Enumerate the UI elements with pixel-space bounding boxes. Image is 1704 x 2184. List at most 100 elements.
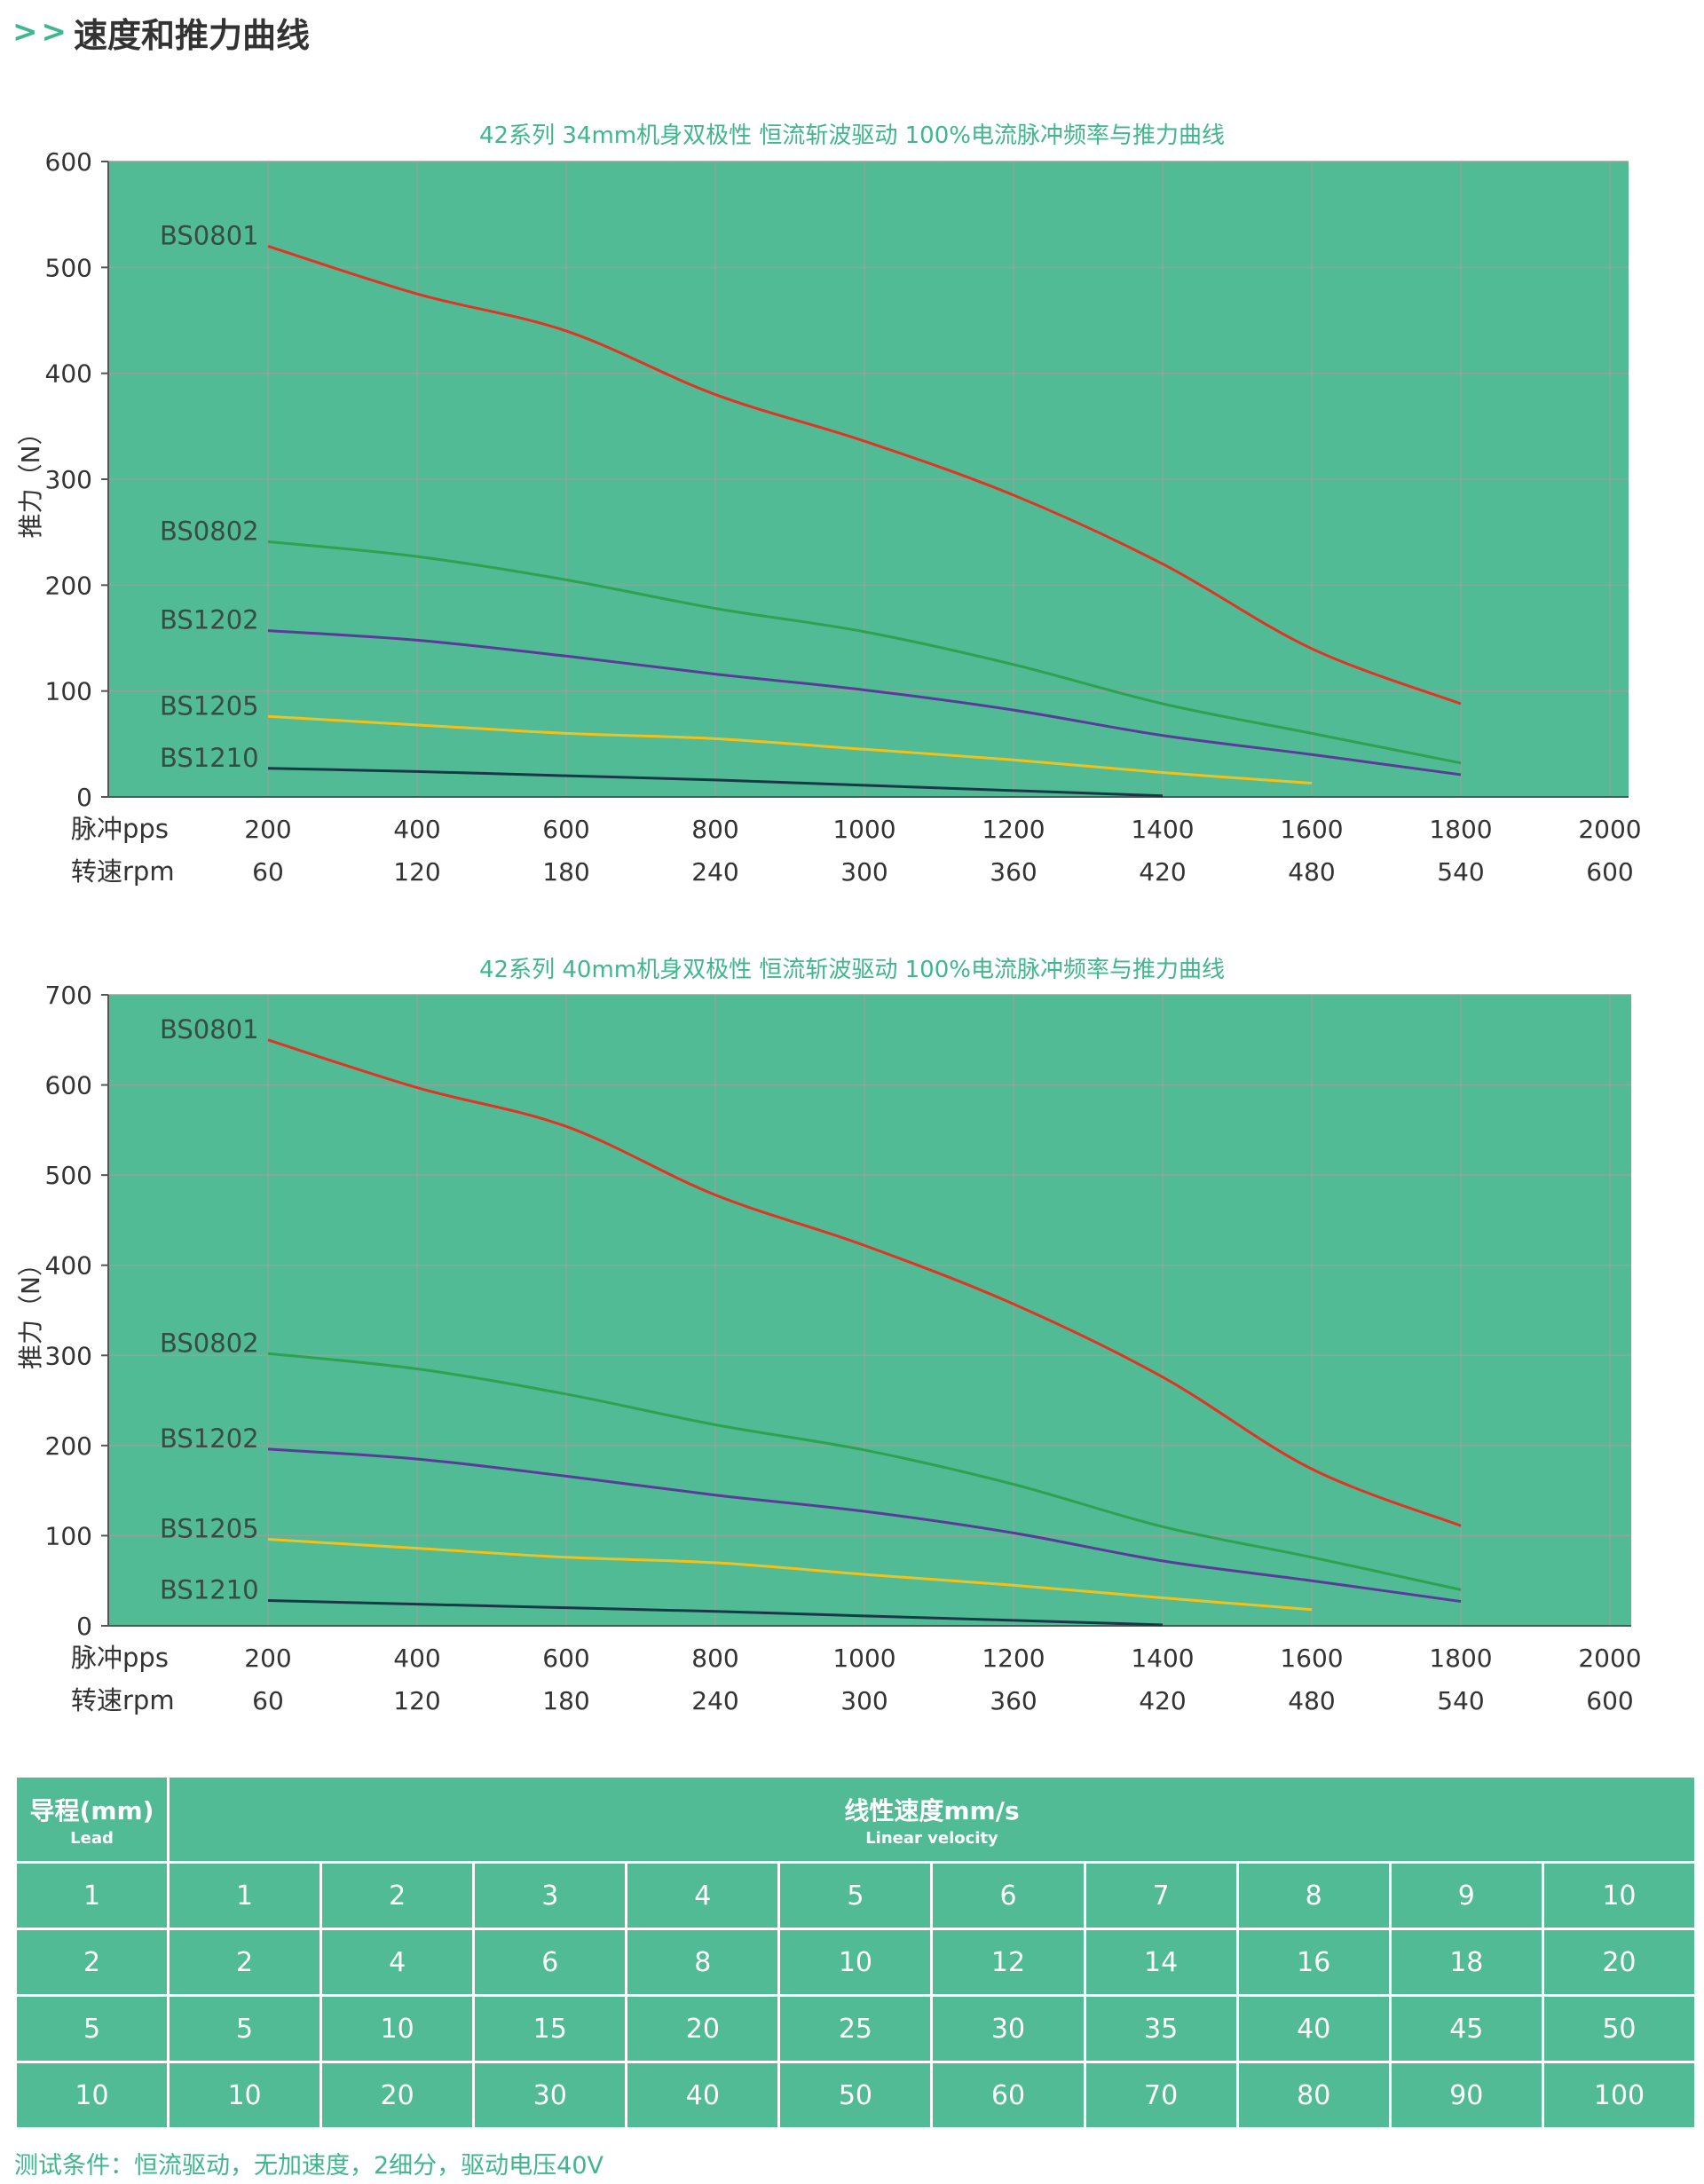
velocity-cell: 90: [1388, 2061, 1544, 2130]
velocity-cell: 5: [777, 1861, 934, 1930]
series-line-bs1205: [267, 1537, 1313, 1612]
y-tick-label: 600: [45, 147, 92, 177]
y-tick-label: 500: [45, 253, 92, 282]
x-tick-label: 1400: [1131, 1644, 1194, 1673]
series-label: BS0802: [160, 1328, 259, 1358]
velocity-cell: 16: [1235, 1928, 1392, 1997]
velocity-cell: 14: [1083, 1928, 1239, 1997]
speed-header: 线性速度mm/s Linear velocity: [167, 1775, 1697, 1864]
series-line-bs0802: [267, 1352, 1462, 1591]
x-axis-label: 脉冲pps: [71, 814, 169, 844]
x2-tick-label: 420: [1139, 857, 1186, 887]
series-line-bs1202: [267, 629, 1462, 777]
velocity-cell: 10: [166, 2061, 323, 2130]
velocity-cell: 6: [930, 1861, 1086, 1930]
y-tick-label: 400: [45, 359, 92, 389]
x-tick-label: 400: [393, 1644, 440, 1673]
velocity-cell: 7: [1083, 1861, 1239, 1930]
velocity-cell: 9: [1388, 1861, 1544, 1930]
x2-tick-label: 540: [1437, 1686, 1484, 1715]
chart-40mm-plot: 0 100 200 300 400 500 600 700 推力（N） 脉冲pps 转速rpm 200…: [16, 981, 1642, 1715]
velocity-cell: 35: [1083, 1994, 1239, 2063]
x-tick-label: 1600: [1280, 815, 1343, 844]
y-tick-label: 300: [45, 1341, 92, 1370]
velocity-cell: 40: [625, 2061, 781, 2130]
x2-tick-label: 180: [542, 1686, 589, 1715]
series-label: BS0801: [160, 220, 259, 250]
table-row: 2 2 4 6 8 10 12 14 16 18 20: [14, 1928, 1698, 1997]
velocity-cell: 18: [1388, 1928, 1544, 1997]
lead-cell: 2: [14, 1928, 170, 1997]
x-tick-label: 600: [542, 815, 589, 844]
table-row: 1 1 2 3 4 5 6 7 8 9 10: [14, 1861, 1698, 1930]
x-tick-label: 200: [244, 1644, 291, 1673]
x2-tick-label: 540: [1437, 857, 1484, 887]
velocity-cell: 50: [777, 2061, 934, 2130]
x-tick-label: 1200: [982, 815, 1045, 844]
lead-cell: 1: [14, 1861, 170, 1930]
velocity-cell: 1: [166, 1861, 323, 1930]
x2-tick-label: 120: [393, 857, 440, 887]
series-label: BS1202: [160, 1423, 259, 1454]
x-tick-label: 1000: [832, 815, 895, 844]
y-tick-label: 700: [45, 981, 92, 1010]
velocity-cell: 10: [1541, 1861, 1698, 1930]
speed-header-sub: Linear velocity: [865, 1828, 998, 1848]
velocity-cell: 2: [166, 1928, 323, 1997]
chart-title: 42系列 40mm机身双极性 恒流斩波驱动 100%电流脉冲频率与推力曲线: [479, 957, 1225, 983]
velocity-cell: 3: [472, 1861, 628, 1930]
velocity-cell: 45: [1388, 1994, 1544, 2063]
series-label: BS1210: [160, 1575, 259, 1605]
x2-tick-label: 60: [252, 1686, 284, 1715]
velocity-cell: 8: [1235, 1861, 1392, 1930]
velocity-cell: 2: [320, 1861, 476, 1930]
series-label: BS0801: [160, 1014, 259, 1045]
x2-tick-label: 240: [691, 857, 738, 887]
y-tick-label: 0: [76, 783, 92, 812]
x-tick-label: 400: [393, 815, 440, 844]
velocity-cell: 5: [166, 1994, 323, 2063]
x2-tick-label: 60: [252, 857, 284, 887]
x-tick-label: 1800: [1429, 1644, 1492, 1673]
y-tick-label: 600: [45, 1071, 92, 1100]
x2-tick-label: 120: [393, 1686, 440, 1715]
velocity-cell: 40: [1235, 1994, 1392, 2063]
x2-tick-label: 240: [691, 1686, 738, 1715]
y-axis-label: 推力（N）: [16, 421, 45, 539]
series-label: BS1205: [160, 690, 259, 721]
velocity-cell: 8: [625, 1928, 781, 1997]
x2-tick-label: 360: [990, 857, 1037, 887]
velocity-cell: 80: [1235, 2061, 1392, 2130]
velocity-cell: 12: [930, 1928, 1086, 1997]
x2-tick-label: 600: [1586, 857, 1633, 887]
plot-area: [108, 995, 1631, 1626]
page-header: >> 速度和推力曲线: [12, 5, 310, 59]
y-tick-label: 0: [76, 1612, 92, 1641]
speed-header-label: 线性速度mm/s: [844, 1795, 1020, 1825]
velocity-cell: 4: [320, 1928, 476, 1997]
x2-axis-label: 转速rpm: [71, 856, 175, 887]
velocity-cell: 10: [320, 1994, 476, 2063]
x-tick-label: 2000: [1578, 815, 1641, 844]
lead-header: 导程(mm) Lead: [14, 1775, 170, 1864]
x-tick-label: 800: [691, 815, 738, 844]
velocity-cell: 15: [472, 1994, 628, 2063]
x2-tick-label: 480: [1288, 1686, 1335, 1715]
x-axis-label: 脉冲pps: [71, 1643, 169, 1673]
x2-axis-label: 转速rpm: [71, 1685, 175, 1715]
x-tick-label: 1600: [1280, 1644, 1343, 1673]
x-tick-label: 200: [244, 815, 291, 844]
velocity-cell: 50: [1541, 1994, 1698, 2063]
x-tick-label: 1800: [1429, 815, 1492, 844]
lead-cell: 5: [14, 1994, 170, 2063]
x2-tick-label: 300: [840, 1686, 888, 1715]
y-tick-label: 500: [45, 1161, 92, 1190]
velocity-cell: 60: [930, 2061, 1086, 2130]
velocity-cell: 100: [1541, 2061, 1698, 2130]
x-tick-label: 2000: [1578, 1644, 1641, 1673]
lead-header-label: 导程(mm): [29, 1795, 154, 1825]
velocity-cell: 20: [320, 2061, 476, 2130]
series-line-bs0802: [267, 540, 1462, 765]
velocity-cell: 20: [1541, 1928, 1698, 1997]
